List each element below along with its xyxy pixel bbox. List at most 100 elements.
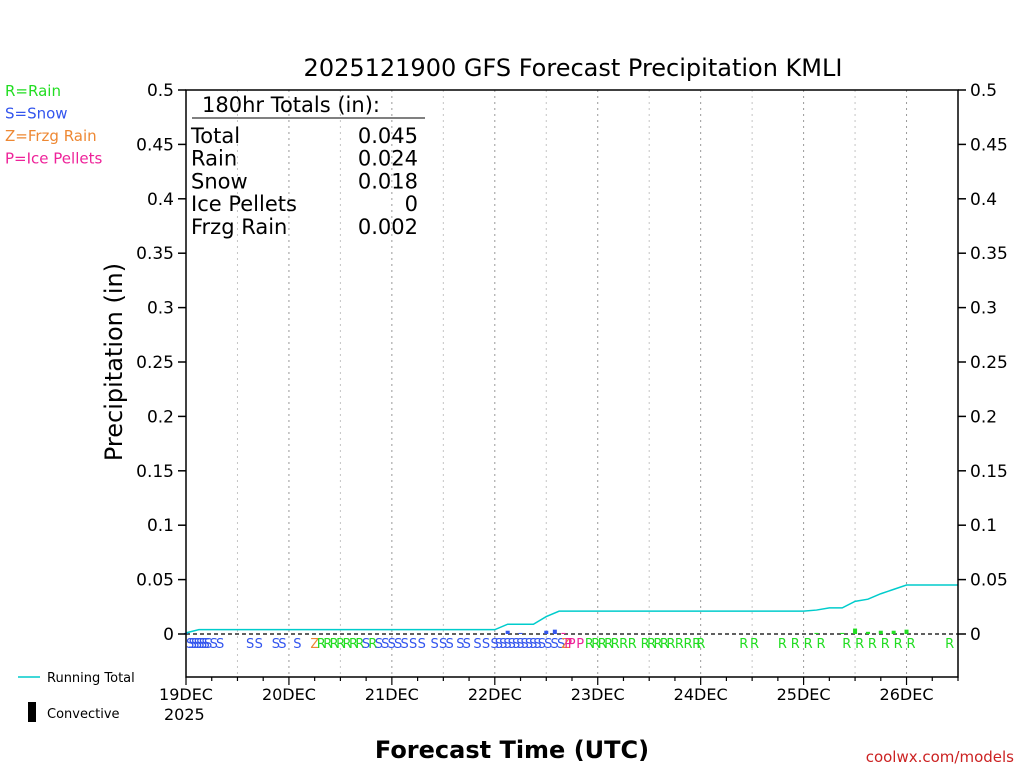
- type-marker: R: [330, 637, 339, 652]
- x-axis-label: Forecast Time (UTC): [375, 736, 649, 764]
- totals-row-value: 0.024: [358, 147, 418, 171]
- totals-row-value: 0.002: [358, 215, 418, 239]
- type-marker: S: [278, 637, 286, 652]
- y-tick-label: 0.45: [136, 135, 174, 155]
- precip-bar: [865, 631, 870, 634]
- type-marker: S: [538, 637, 546, 652]
- type-marker: S: [551, 637, 559, 652]
- type-marker: R: [684, 637, 693, 652]
- y-tick-label: 0.35: [136, 244, 174, 264]
- x-tick-label: 22DEC: [468, 685, 522, 704]
- type-marker: S: [456, 637, 464, 652]
- totals-box: 180hr Totals (in): Total 0.045 Rain 0.024 Sno…: [190, 93, 425, 239]
- totals-row-label: Snow: [191, 169, 248, 193]
- type-marker: R: [778, 637, 787, 652]
- type-marker: S: [473, 637, 481, 652]
- type-marker: R: [696, 637, 705, 652]
- x-tick-label: 24DEC: [674, 685, 728, 704]
- type-marker: R: [343, 637, 352, 652]
- type-marker: R: [619, 637, 628, 652]
- type-marker: S: [499, 637, 507, 652]
- precip-bar: [840, 632, 845, 634]
- type-marker: Z: [310, 637, 319, 652]
- y-tick-label: 0.2: [970, 407, 997, 427]
- type-marker: S: [463, 637, 471, 652]
- type-marker: S: [544, 637, 552, 652]
- x-tick-label: 19DEC: [159, 685, 213, 704]
- type-marker: S: [186, 637, 194, 652]
- type-marker: R: [323, 637, 332, 652]
- x-tick-label: 25DEC: [777, 685, 831, 704]
- type-marker: R: [907, 637, 916, 652]
- type-marker: R: [585, 637, 594, 652]
- precip-bar: [878, 630, 883, 634]
- totals-row-value: 0: [405, 192, 418, 216]
- y-tick-label: 0.2: [147, 407, 174, 427]
- legend-s: S=Snow: [5, 105, 68, 123]
- y-tick-label: 0.1: [970, 516, 997, 536]
- precip-bar: [904, 629, 909, 634]
- type-marker: S: [445, 637, 453, 652]
- type-marker: S: [375, 637, 383, 652]
- type-marker: S: [533, 637, 541, 652]
- x-tick-year: 2025: [164, 705, 205, 724]
- type-marker: P: [576, 637, 584, 652]
- y-axis-left: 0 0.05 0.1 0.15 0.2 0.25 0.3 0.35 0.4 0.45 0.5: [136, 81, 186, 645]
- type-marker: S: [246, 637, 254, 652]
- type-marker: R: [894, 637, 903, 652]
- type-marker: R: [604, 637, 613, 652]
- type-marker: S: [508, 637, 516, 652]
- plot-frame: [185, 89, 959, 678]
- type-marker: S: [201, 637, 209, 652]
- type-marker: S: [482, 637, 490, 652]
- type-marker: S: [529, 637, 537, 652]
- y-tick-label: 0.25: [136, 353, 174, 373]
- type-marker: S: [210, 637, 218, 652]
- type-marker: R: [868, 637, 877, 652]
- type-marker: S: [362, 637, 370, 652]
- convective-swatch: [28, 702, 36, 722]
- totals-row-value: 0.045: [358, 124, 418, 148]
- precip-bar: [853, 628, 858, 634]
- bottom-legend: Running Total Convective: [18, 671, 135, 722]
- type-marker: P: [564, 637, 572, 652]
- type-marker: R: [641, 637, 650, 652]
- y-tick-label: 0.45: [970, 135, 1008, 155]
- x-tick-label: 23DEC: [571, 685, 625, 704]
- type-marker: R: [660, 637, 669, 652]
- y-tick-label: 0.25: [970, 353, 1008, 373]
- y-tick-label: 0.4: [147, 190, 174, 210]
- convective-legend-label: Convective: [47, 707, 120, 722]
- y-tick-label: 0.3: [147, 299, 174, 319]
- x-tick-label: 20DEC: [262, 685, 316, 704]
- y-tick-label: 0.5: [147, 81, 174, 101]
- legend-r: R=Rain: [5, 82, 61, 100]
- type-marker: R: [816, 637, 825, 652]
- precip-bar: [544, 630, 549, 634]
- vertical-gridlines: [236, 90, 908, 677]
- type-marker: S: [388, 637, 396, 652]
- precip-bar: [814, 632, 819, 634]
- type-marker: S: [512, 637, 520, 652]
- type-marker: R: [842, 637, 851, 652]
- type-marker: R: [611, 637, 620, 652]
- type-marker: R: [653, 637, 662, 652]
- type-marker: R: [628, 637, 637, 652]
- y-tick-label: 0.3: [970, 299, 997, 319]
- type-marker: S: [516, 637, 524, 652]
- running-total-line: [185, 584, 958, 634]
- type-marker: R: [349, 637, 358, 652]
- x-tick-label: 26DEC: [880, 685, 934, 704]
- totals-row-label: Frzg Rain: [191, 215, 287, 239]
- type-marker: S: [394, 637, 402, 652]
- type-marker: P: [568, 637, 576, 652]
- type-marker: R: [317, 637, 326, 652]
- y-axis-label: Precipitation (in): [100, 263, 128, 461]
- type-marker: S: [199, 637, 207, 652]
- credit-text: coolwx.com/models: [866, 748, 1014, 766]
- type-marker: R: [666, 637, 675, 652]
- type-marker: R: [945, 637, 954, 652]
